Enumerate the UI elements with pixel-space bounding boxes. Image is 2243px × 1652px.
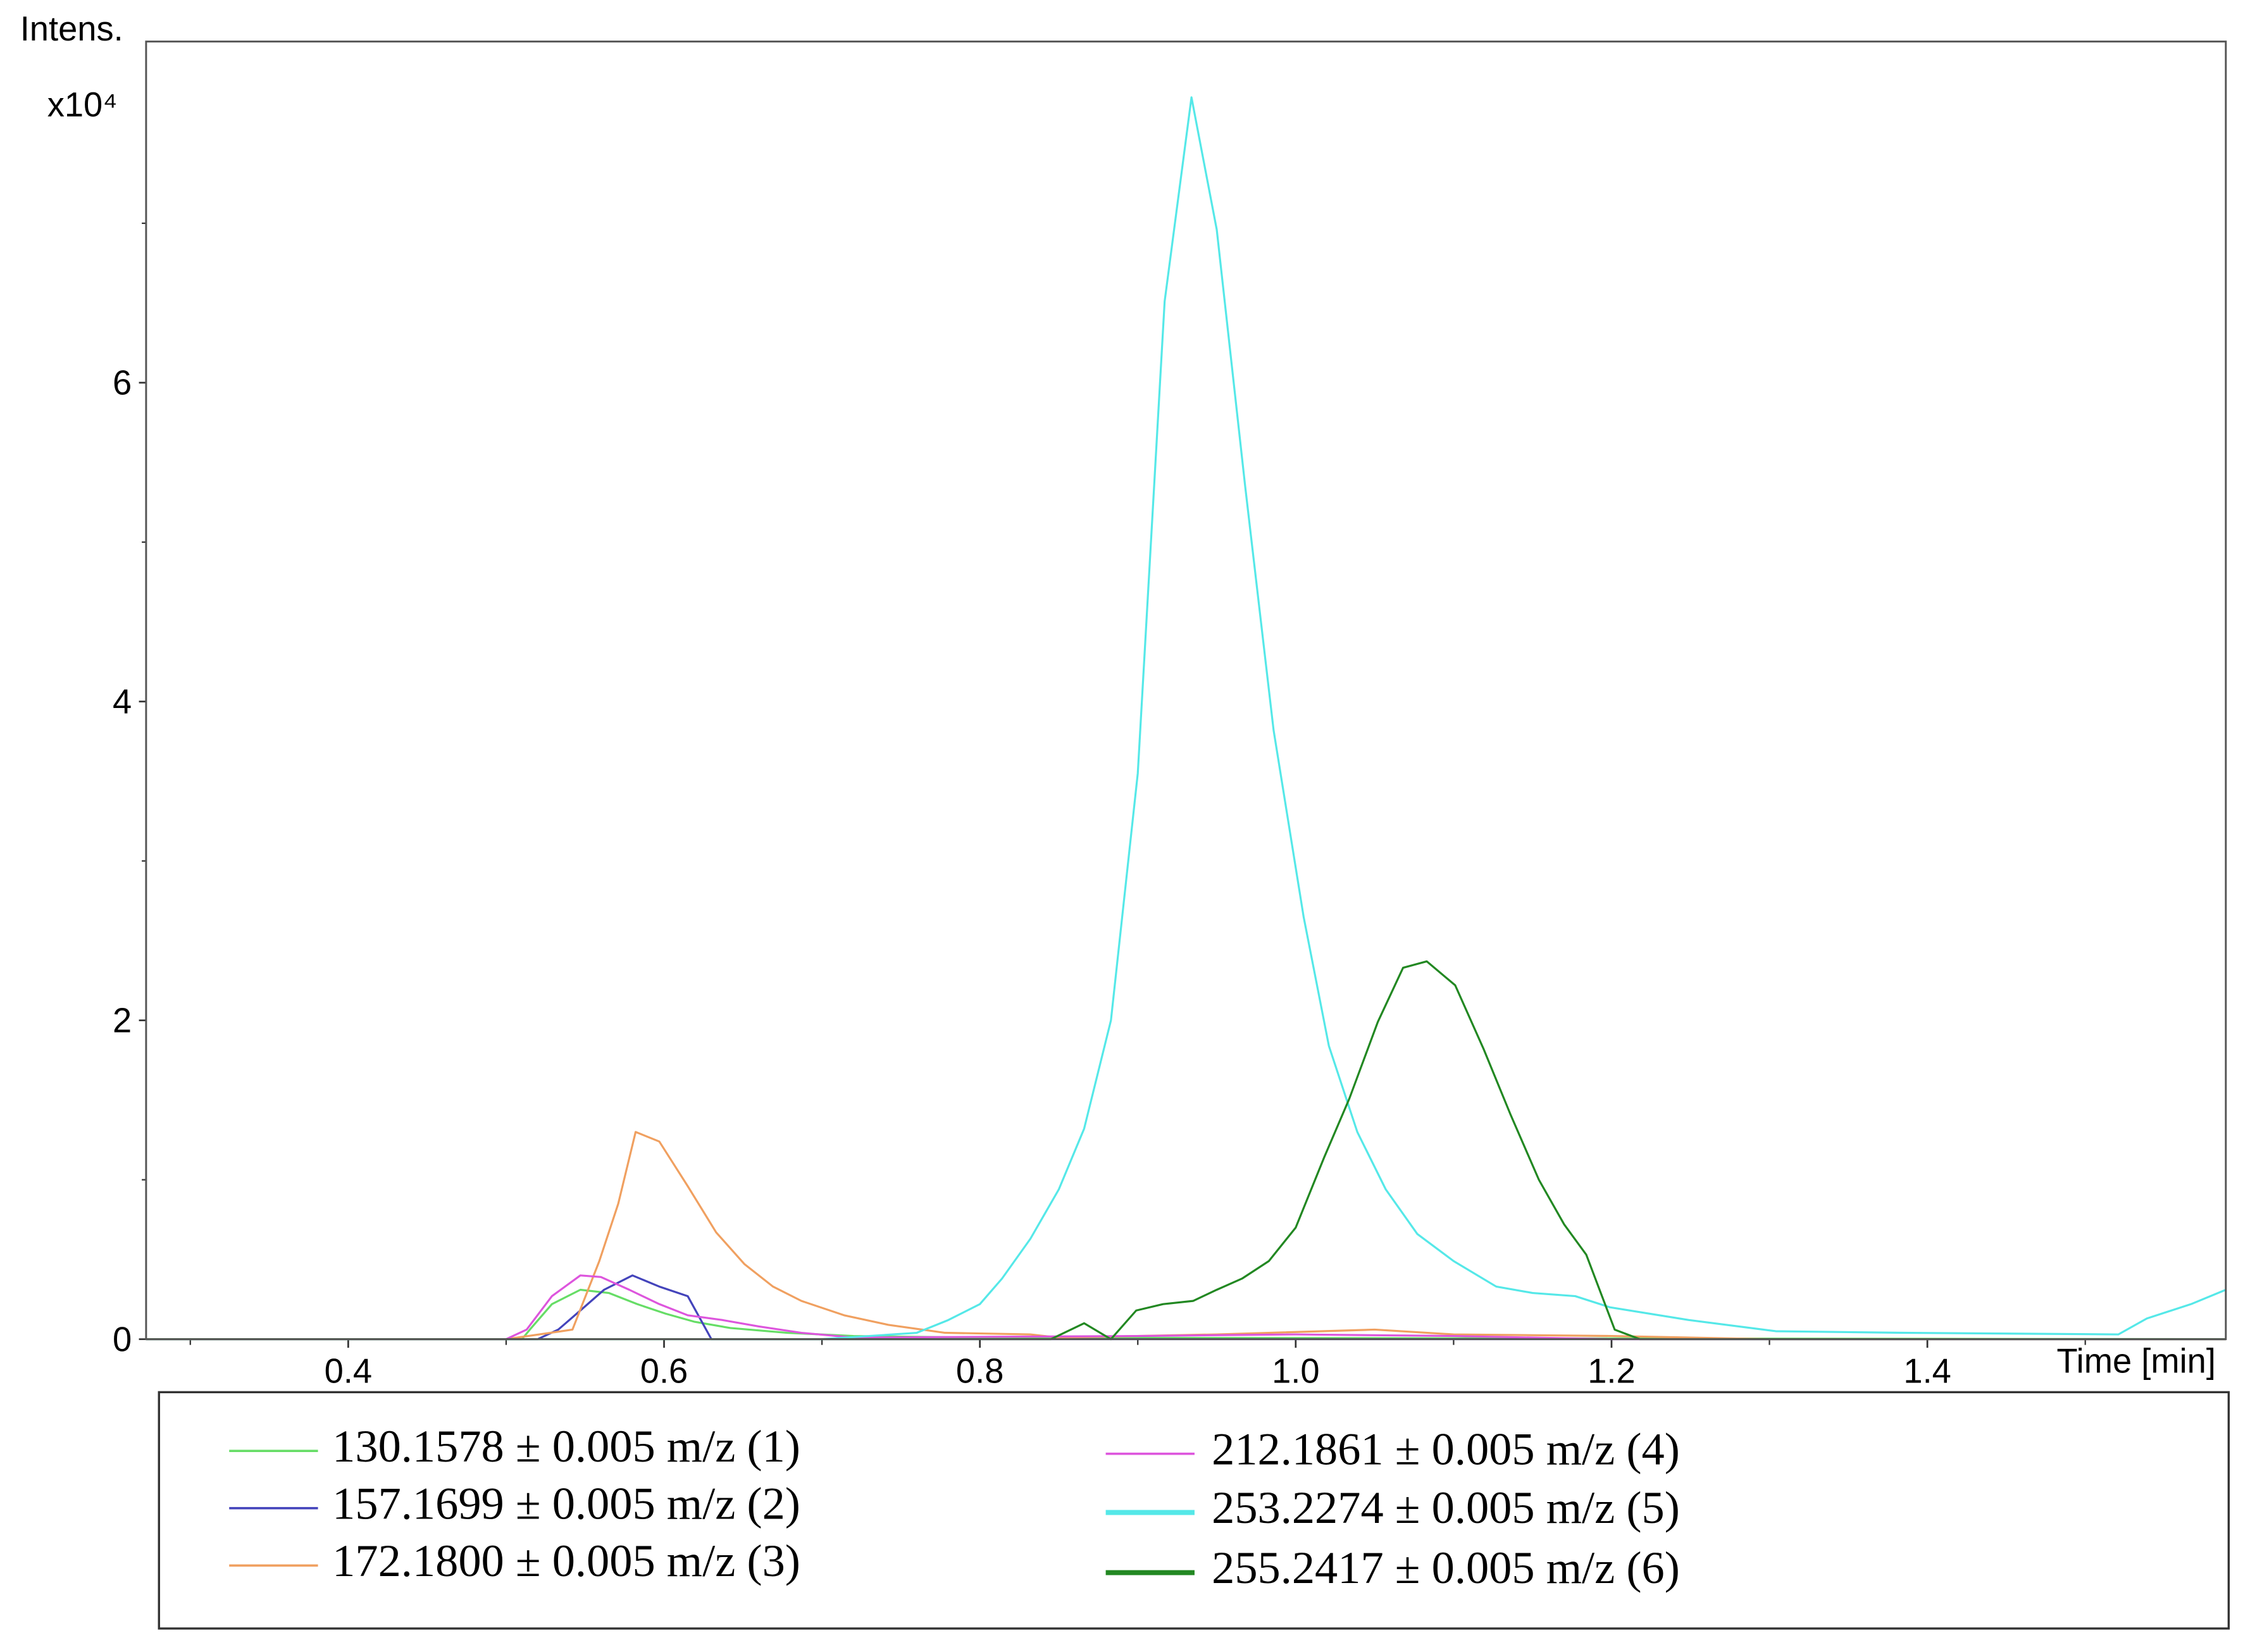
series-line [146,960,2226,1341]
series-line [146,1131,2226,1341]
x-axis-label: Time [min] [2057,1341,2216,1380]
y-axis-label: Intens. [20,9,123,48]
x-tick-label: 0.4 [325,1351,373,1390]
y-tick-label: 6 [113,364,132,402]
x-tick-label: 1.0 [1272,1351,1320,1390]
legend-label: 253.2274 ± 0.005 m/z (5) [1212,1482,1680,1533]
plot-frame [145,40,2227,1341]
legend-label: 255.2417 ± 0.005 m/z (6) [1212,1542,1680,1593]
y-multiplier: x10⁴ [47,85,118,124]
y-tick-label: 0 [113,1320,132,1358]
series-line [146,96,2227,1341]
y-tick-label: 2 [113,1002,132,1040]
legend-label: 130.1578 ± 0.005 m/z (1) [332,1420,800,1472]
legend-label: 172.1800 ± 0.005 m/z (3) [332,1535,800,1586]
legend-label: 212.1861 ± 0.005 m/z (4) [1212,1423,1680,1474]
x-tick-label: 1.4 [1903,1351,1951,1390]
x-tick-label: 1.2 [1587,1351,1636,1390]
legend-box [158,1391,2230,1630]
legend-label: 157.1699 ± 0.005 m/z (2) [332,1477,800,1529]
series-line [146,1274,2226,1341]
y-tick-label: 4 [113,683,132,721]
x-tick-label: 0.8 [956,1351,1004,1390]
x-tick-label: 0.6 [640,1351,688,1390]
series-line [146,1288,2226,1341]
